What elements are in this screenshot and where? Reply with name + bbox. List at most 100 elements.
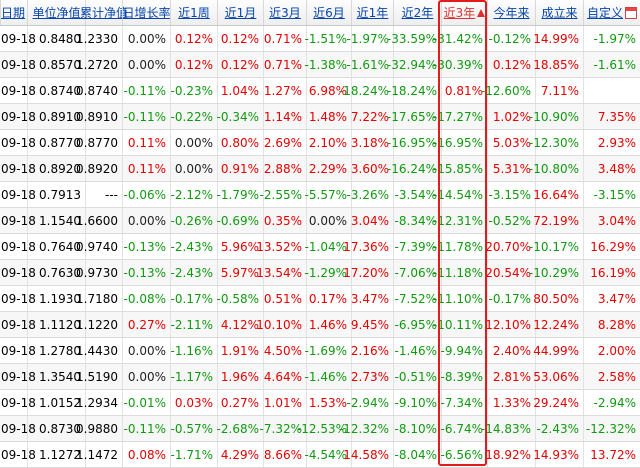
- table-row[interactable]: 09-18 1.3540 1.5190 0.00% -1.17% 1.96% 4.64% -1…: [0, 364, 640, 390]
- cell-1week: -1.17%: [170, 364, 217, 389]
- column-header-daily-change[interactable]: 日增长率: [122, 0, 171, 25]
- cell-2year: -9.10%: [393, 390, 441, 415]
- cell-unit-nav: 1.0152: [27, 390, 85, 415]
- table-row[interactable]: 09-18 1.2780 1.4430 0.00% -1.16% 1.91% 4.50% -1…: [0, 338, 640, 364]
- cell-6month: -1.51%: [305, 26, 351, 51]
- table-row[interactable]: 09-18 1.1540 1.6600 0.00% -0.26% -0.69% 0.35% 0…: [0, 208, 640, 234]
- cell-ytd: 1.33%: [487, 390, 535, 415]
- cell-unit-nav: 0.8740: [27, 78, 85, 103]
- cell-ytd: -0.17%: [487, 286, 535, 311]
- column-header-1week[interactable]: 近1周: [170, 0, 217, 25]
- table-row[interactable]: 09-18 0.8480 1.2330 0.00% 0.12% 0.12% 0.71% -1.…: [0, 26, 640, 52]
- cell-1month: 4.12%: [217, 312, 263, 337]
- sort-arrow-icon[interactable]: [477, 8, 486, 17]
- cell-1week: -0.26%: [170, 208, 217, 233]
- column-header-1month[interactable]: 近1月: [217, 0, 263, 25]
- cell-since-inception: 80.50%: [533, 286, 583, 311]
- cell-unit-nav: 0.7640: [27, 234, 85, 259]
- table-row[interactable]: 09-18 0.8730 0.9880 -0.11% -0.57% -2.68% -7.32…: [0, 416, 640, 442]
- cell-2year: -16.24%: [387, 156, 441, 181]
- cell-daily-change: -0.08%: [122, 286, 170, 311]
- cell-3month: 4.50%: [263, 338, 306, 363]
- column-header-2year[interactable]: 近2年: [393, 0, 441, 25]
- column-header-label: 自定义: [586, 6, 623, 20]
- cell-6month: -1.46%: [305, 364, 351, 389]
- table-row[interactable]: 09-18 1.0152 1.2934 -0.01% 0.03% 0.27% 1.01% 1.…: [0, 390, 640, 416]
- column-header-since-inception[interactable]: 成立来: [535, 0, 583, 25]
- table-row[interactable]: 09-18 0.7640 0.9740 -0.13% -2.43% 5.96% 13.52%…: [0, 234, 640, 260]
- cell-1month: 1.96%: [217, 364, 263, 389]
- calendar-icon[interactable]: [625, 6, 637, 19]
- cell-1week: -2.43%: [170, 234, 217, 259]
- column-header-label: 近3年: [443, 6, 476, 20]
- column-header-label: 近1年: [356, 6, 389, 20]
- cell-1month: -0.69%: [217, 208, 263, 233]
- cell-since-inception: 16.64%: [533, 182, 583, 207]
- column-header-ytd[interactable]: 今年来: [487, 0, 535, 25]
- cell-2year: -7.06%: [393, 260, 441, 285]
- cell-ytd: -12.60%: [481, 78, 535, 103]
- cell-3month: -7.32%: [260, 416, 306, 441]
- cell-since-inception: 14.93%: [533, 442, 583, 467]
- cell-6month: -12.53%: [297, 416, 351, 441]
- cell-1year: 17.20%: [343, 260, 393, 285]
- column-header-6month[interactable]: 近6月: [306, 0, 351, 25]
- cell-1year: 3.18%: [351, 130, 393, 155]
- table-row[interactable]: 09-18 0.8770 0.8770 0.11% 0.00% 0.80% 2.69% 2.1…: [0, 130, 640, 156]
- cell-cumulative-nav: 0.9880: [76, 416, 122, 441]
- cell-1year: 14.58%: [343, 442, 393, 467]
- table-row[interactable]: 09-18 0.7913 --- -0.06% -2.12% -1.79% -2.55% -5…: [0, 182, 640, 208]
- column-header-cumulative-nav[interactable]: 累计净值: [80, 0, 128, 25]
- column-header-3month[interactable]: 近3月: [263, 0, 306, 25]
- cell-daily-change: 0.00%: [122, 208, 170, 233]
- cell-2year: -7.39%: [393, 234, 441, 259]
- cell-1month: 5.96%: [217, 234, 263, 259]
- cell-1month: 0.91%: [217, 156, 263, 181]
- cell-3month: 0.71%: [263, 52, 306, 77]
- cell-cumulative-nav: 1.4430: [76, 338, 122, 363]
- cell-3year: 0.81%: [441, 78, 487, 103]
- table-row[interactable]: 09-18 0.8740 0.8740 -0.11% -0.23% 1.04% 1.27% 6…: [0, 78, 640, 104]
- cell-unit-nav: 0.8570: [27, 52, 85, 77]
- cell-1year: 7.22%: [351, 104, 393, 129]
- cell-unit-nav: 1.1272: [27, 442, 85, 467]
- table-row[interactable]: 09-18 0.8910 0.8910 -0.11% -0.22% -0.34% 1.14%…: [0, 104, 640, 130]
- table-row[interactable]: 09-18 1.1120 1.1220 0.27% -2.11% 4.12% 10.10% 1…: [0, 312, 640, 338]
- cell-3year: -9.94%: [441, 338, 487, 363]
- cell-1week: 0.03%: [170, 390, 217, 415]
- table-row[interactable]: 09-18 0.8920 0.8920 0.11% 0.00% 0.91% 2.88% 2.2…: [0, 156, 640, 182]
- cell-1month: 0.27%: [217, 390, 263, 415]
- cell-1week: 0.12%: [170, 52, 217, 77]
- table-row[interactable]: 09-18 0.8570 1.2720 0.00% 0.12% 0.12% 0.71% -1.…: [0, 52, 640, 78]
- cell-1week: -1.71%: [170, 442, 217, 467]
- column-header-custom[interactable]: 自定义: [583, 0, 640, 25]
- table-row[interactable]: 09-18 1.1272 1.1472 0.08% -1.71% 4.29% 8.66% -4…: [0, 442, 640, 468]
- cell-1year: -1.61%: [347, 52, 393, 77]
- cell-3month: 10.10%: [256, 312, 306, 337]
- cell-3month: 1.14%: [263, 104, 306, 129]
- cell-ytd: -14.83%: [481, 416, 535, 441]
- column-header-label: 近1周: [178, 6, 210, 20]
- cell-since-inception: -10.29%: [529, 260, 583, 285]
- table-row[interactable]: 09-18 0.7630 0.9730 -0.13% -2.43% 5.97% 13.54%…: [0, 260, 640, 286]
- cell-date: 09-18: [1, 343, 36, 358]
- cell-custom: [583, 78, 640, 103]
- cell-1year: 3.60%: [351, 156, 393, 181]
- cell-custom: 3.47%: [583, 286, 640, 311]
- column-header-label: 累计净值: [80, 6, 129, 20]
- cell-daily-change: 0.27%: [122, 312, 170, 337]
- cell-6month: 1.53%: [306, 390, 351, 415]
- cell-6month: 0.17%: [306, 286, 351, 311]
- column-header-date[interactable]: 日期: [0, 0, 27, 25]
- table-row[interactable]: 09-18 1.1930 1.7180 -0.08% -0.17% -0.58% 0.51%…: [0, 286, 640, 312]
- cell-1month: 0.12%: [217, 52, 263, 77]
- cell-unit-nav: 0.8920: [27, 156, 85, 181]
- column-header-3year[interactable]: 近3年: [441, 0, 487, 25]
- cell-2year: -1.46%: [393, 338, 441, 363]
- cell-1week: -0.57%: [170, 416, 217, 441]
- column-header-unit-nav[interactable]: 单位净值: [27, 0, 85, 25]
- cell-since-inception: -10.90%: [529, 104, 583, 129]
- cell-daily-change: -0.13%: [122, 260, 170, 285]
- column-header-1year[interactable]: 近1年: [351, 0, 393, 25]
